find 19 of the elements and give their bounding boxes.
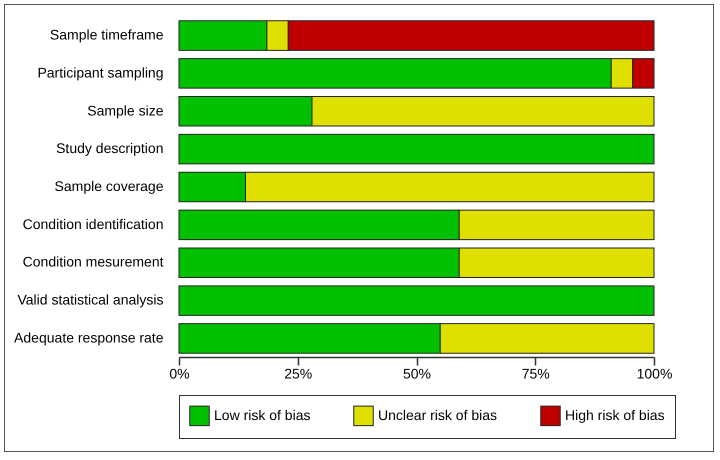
x-tick-label: 0%	[169, 366, 190, 382]
x-tick-label: 25%	[284, 366, 312, 382]
y-tick-label: Sample timeframe	[50, 26, 164, 43]
x-tick-label: 100%	[636, 366, 672, 382]
y-tick-label: Study description	[56, 140, 164, 156]
y-tick-label: Condition mesurement	[22, 254, 164, 270]
y-tick-label: Sample coverage	[54, 178, 164, 194]
y-tick-label: Participant sampling	[37, 64, 164, 80]
legend-label: High risk of bias	[565, 406, 665, 423]
x-tick-label: 75%	[522, 366, 550, 382]
y-tick-label: Adequate response rate	[14, 329, 164, 346]
x-tick-label: 50%	[402, 366, 432, 382]
bar	[178, 134, 654, 164]
bar	[178, 285, 654, 316]
y-tick-label: Condition identification	[22, 216, 164, 232]
y-tick-label: Sample size	[87, 102, 164, 118]
legend-label: Unclear risk of bias	[378, 406, 498, 423]
y-tick-label: Valid statistical analysis	[17, 292, 164, 308]
legend-label: Low risk of bias	[214, 406, 310, 423]
